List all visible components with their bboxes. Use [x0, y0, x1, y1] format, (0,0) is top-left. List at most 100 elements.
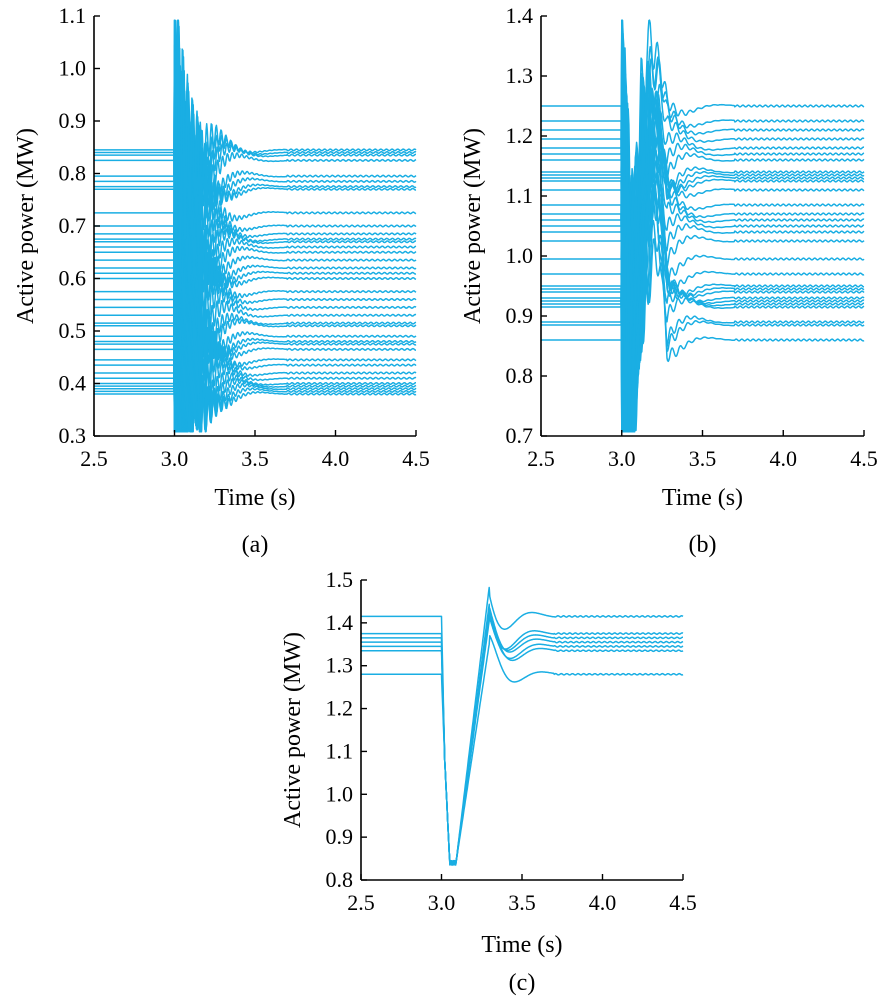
- series-line-27: [93, 90, 417, 411]
- series-line-28: [93, 71, 417, 407]
- series-line-34: [93, 19, 417, 315]
- series-line-17: [93, 158, 417, 433]
- series-line-22: [93, 84, 417, 401]
- y-tick-label: 0.8: [326, 867, 354, 892]
- series-line-5: [360, 603, 684, 866]
- series-line-29: [93, 55, 417, 383]
- series-line-1: [360, 616, 684, 866]
- series-line-2: [540, 146, 865, 433]
- series-line-8: [540, 155, 865, 433]
- series-line-26: [540, 83, 865, 344]
- y-tick-label: 1.0: [506, 243, 534, 268]
- series-line-16: [93, 162, 417, 433]
- y-tick-label: 0.8: [59, 161, 87, 186]
- y-tick-label: 1.0: [59, 56, 87, 81]
- series-line-11: [93, 173, 417, 433]
- series-line-25: [93, 101, 417, 401]
- series-line-24: [540, 19, 865, 382]
- x-tick-label: 3.0: [161, 446, 189, 471]
- x-tick-label: 3.0: [608, 446, 636, 471]
- x-axis-title: Time (s): [481, 932, 562, 958]
- series-line-5: [540, 192, 865, 433]
- x-tick-label: 3.5: [508, 890, 536, 915]
- series-line-32: [93, 19, 417, 328]
- y-tick-label: 1.4: [326, 610, 354, 635]
- series-line-4: [360, 607, 684, 866]
- y-tick-label: 0.7: [59, 213, 87, 238]
- y-axis-title: Active power (MW): [460, 128, 486, 324]
- series-line-2: [360, 616, 684, 866]
- y-tick-label: 0.8: [506, 363, 534, 388]
- series-line-29: [540, 19, 865, 381]
- series-group: [540, 19, 865, 433]
- y-tick-label: 1.2: [326, 696, 354, 721]
- series-line-30: [93, 36, 417, 327]
- series-line-11: [540, 102, 865, 433]
- series-line-12: [540, 70, 865, 431]
- y-tick-label: 1.3: [506, 63, 534, 88]
- series-line-1: [93, 216, 417, 433]
- x-axis-title: Time (s): [214, 485, 295, 511]
- series-line-25: [540, 65, 865, 342]
- series-line-7: [540, 124, 865, 433]
- series-line-23: [93, 68, 417, 407]
- series-group: [360, 586, 684, 866]
- series-line-1: [540, 162, 865, 433]
- series-line-9: [540, 137, 865, 433]
- series-line-33: [93, 19, 417, 331]
- x-tick-label: 4.0: [589, 890, 617, 915]
- series-line-13: [540, 45, 865, 431]
- x-tick-label: 2.5: [80, 446, 108, 471]
- series-line-14: [540, 81, 865, 430]
- series-line-16: [540, 120, 865, 398]
- series-line-0: [93, 226, 417, 433]
- series-line-20: [540, 54, 865, 369]
- series-line-19: [540, 66, 865, 417]
- x-tick-label: 3.5: [241, 446, 269, 471]
- series-line-3: [93, 207, 417, 433]
- y-tick-label: 0.4: [59, 371, 87, 396]
- series-line-24: [93, 85, 417, 408]
- series-line-4: [93, 252, 417, 433]
- series-line-13: [93, 141, 417, 433]
- y-tick-label: 0.5: [59, 318, 87, 343]
- series-line-9: [93, 189, 417, 433]
- y-axis-title: Active power (MW): [280, 632, 306, 828]
- y-tick-label: 1.0: [326, 781, 354, 806]
- series-line-8: [93, 215, 417, 433]
- x-axis-title: Time (s): [662, 485, 743, 511]
- series-line-20: [93, 110, 417, 415]
- y-tick-label: 1.4: [506, 3, 534, 28]
- series-line-10: [93, 175, 417, 433]
- series-line-23: [540, 19, 865, 380]
- x-tick-label: 4.5: [850, 446, 878, 471]
- series-line-0: [360, 634, 684, 866]
- series-line-6: [540, 159, 865, 433]
- series-line-6: [360, 586, 684, 866]
- series-line-7: [93, 214, 417, 433]
- panel-label: (b): [689, 532, 717, 558]
- series-line-31: [93, 20, 417, 320]
- series-line-19: [93, 117, 417, 432]
- series-line-17: [540, 87, 865, 401]
- series-line-21: [540, 32, 865, 378]
- y-tick-label: 1.3: [326, 653, 354, 678]
- series-line-26: [93, 101, 417, 403]
- y-tick-label: 1.1: [59, 3, 87, 28]
- x-tick-label: 3.0: [428, 890, 456, 915]
- x-tick-label: 4.5: [402, 446, 430, 471]
- chart-panel-0: 0.3 0.4 0.5 0.6 0.7 0.8 0.9 1.0 1.1 2.5 3.0 3.5 4.0 4…: [13, 3, 430, 558]
- series-line-27: [540, 57, 865, 360]
- series-group: [93, 19, 417, 433]
- y-tick-label: 0.6: [59, 266, 87, 291]
- series-line-18: [540, 89, 865, 407]
- y-tick-label: 0.3: [59, 423, 87, 448]
- y-axis-title: Active power (MW): [13, 128, 39, 324]
- series-line-22: [540, 19, 865, 384]
- chart-panel-1: 0.7 0.8 0.9 1.0 1.1 1.2 1.3 1.4 2.5 3.0 3.5 4.0 4.5 T…: [460, 3, 878, 558]
- series-line-14: [93, 180, 417, 433]
- series-line-3: [360, 607, 684, 866]
- y-tick-label: 1.2: [506, 123, 534, 148]
- series-line-28: [540, 45, 865, 373]
